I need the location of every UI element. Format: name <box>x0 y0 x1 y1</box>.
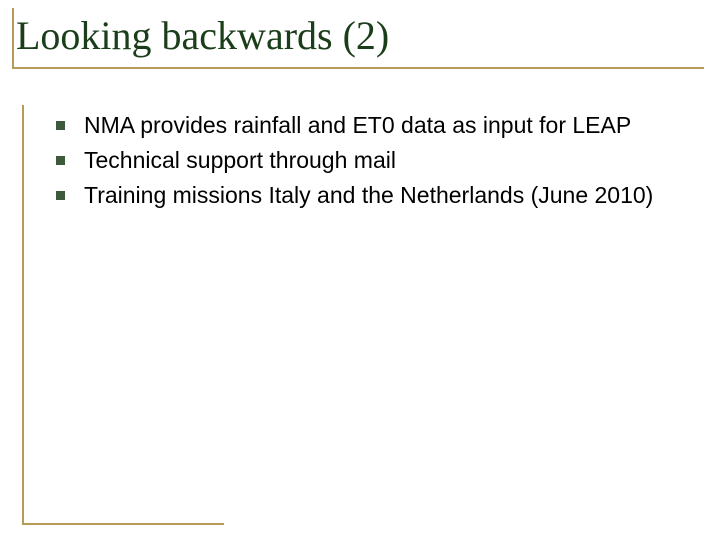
bullet-list: NMA provides rainfall and ET0 data as in… <box>22 105 696 209</box>
title-left-accent <box>12 8 14 69</box>
list-item: Training missions Italy and the Netherla… <box>56 181 686 210</box>
slide-title: Looking backwards (2) <box>12 12 708 59</box>
slide: Looking backwards (2) NMA provides rainf… <box>0 0 720 540</box>
title-region: Looking backwards (2) <box>12 8 708 69</box>
body-bottom-accent <box>22 523 224 525</box>
body-left-accent <box>22 105 24 525</box>
body-region: NMA provides rainfall and ET0 data as in… <box>22 105 696 525</box>
title-underline <box>12 67 704 69</box>
list-item: NMA provides rainfall and ET0 data as in… <box>56 111 686 140</box>
list-item: Technical support through mail <box>56 146 686 175</box>
